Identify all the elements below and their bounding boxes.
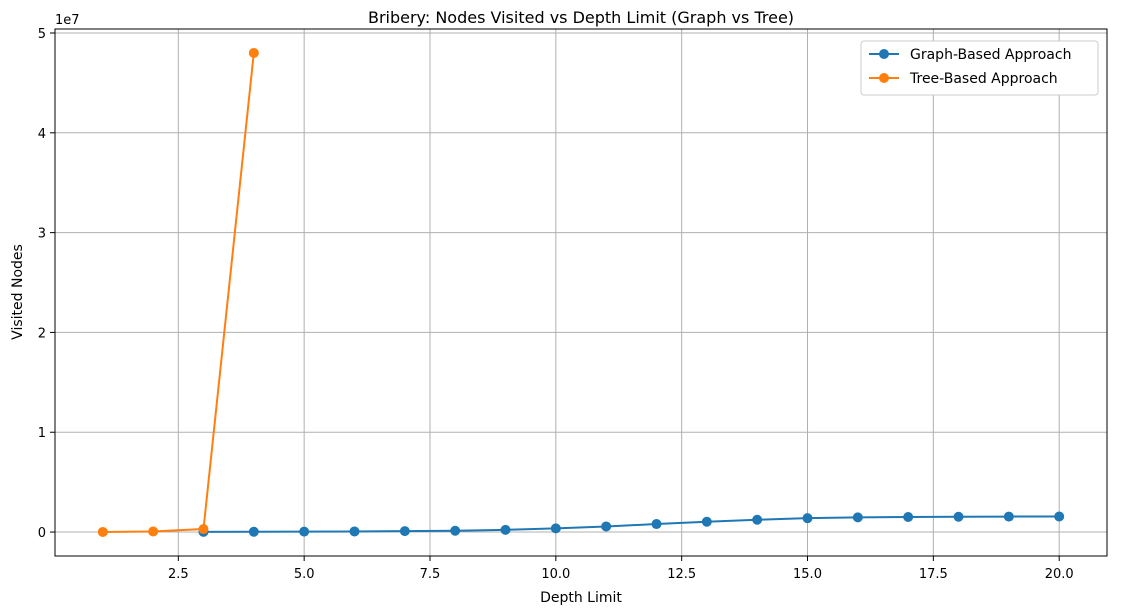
series-layer [97, 47, 1065, 537]
data-point [701, 516, 712, 527]
data-point [299, 526, 310, 537]
data-point [97, 526, 108, 537]
y-offset-label: 1e7 [55, 13, 80, 28]
data-point [248, 526, 259, 537]
data-point [903, 511, 914, 522]
data-point [198, 524, 209, 535]
data-point [550, 523, 561, 534]
data-point [752, 514, 763, 525]
y-tick-label: 1 [38, 426, 46, 441]
legend-label: Graph-Based Approach [910, 47, 1071, 63]
x-tick-label: 12.5 [667, 567, 696, 582]
x-tick-label: 15.0 [793, 567, 822, 582]
legend-item: Graph-Based Approach [869, 47, 1071, 63]
data-point [601, 521, 612, 532]
y-tick-label: 2 [38, 326, 46, 341]
y-tick-label: 0 [38, 526, 46, 541]
x-tick-label: 5.0 [294, 567, 315, 582]
y-axis: 0 1 2 3 4 5 [38, 27, 55, 541]
data-point [500, 524, 511, 535]
series-line [102, 52, 255, 533]
data-point [450, 525, 461, 536]
series-1 [198, 511, 1065, 537]
series-2 [97, 47, 259, 537]
x-axis-label: Depth Limit [540, 590, 622, 606]
y-tick-label: 4 [38, 127, 46, 142]
y-axis-label: Visited Nodes [10, 244, 26, 340]
legend-item: Tree-Based Approach [869, 71, 1058, 87]
chart-title: Bribery: Nodes Visited vs Depth Limit (G… [368, 8, 794, 27]
data-point [953, 511, 964, 522]
legend-marker [879, 73, 889, 83]
grid [55, 29, 1107, 556]
data-point [148, 526, 159, 537]
plot-frame [54, 28, 1108, 557]
legend-box [860, 40, 1099, 96]
legend-label: Tree-Based Approach [909, 71, 1058, 87]
data-point [1054, 511, 1065, 522]
x-axis: 2.5 5.0 7.5 10.0 12.5 15.0 17.5 20.0 [168, 556, 1074, 582]
data-point [802, 513, 813, 524]
y-tick-label: 5 [38, 27, 46, 42]
x-tick-label: 2.5 [168, 567, 189, 582]
x-tick-label: 20.0 [1045, 567, 1074, 582]
data-point [349, 526, 360, 537]
data-point [248, 47, 259, 58]
legend-marker [879, 49, 889, 59]
y-tick-label: 3 [38, 227, 46, 242]
data-point [399, 526, 410, 537]
data-point [852, 512, 863, 523]
legend: Graph-Based Approach Tree-Based Approach [860, 40, 1099, 96]
data-point [651, 519, 662, 530]
x-tick-label: 10.0 [541, 567, 570, 582]
x-tick-label: 7.5 [420, 567, 441, 582]
data-point [1003, 511, 1014, 522]
series-line [203, 515, 1060, 533]
x-tick-label: 17.5 [919, 567, 948, 582]
